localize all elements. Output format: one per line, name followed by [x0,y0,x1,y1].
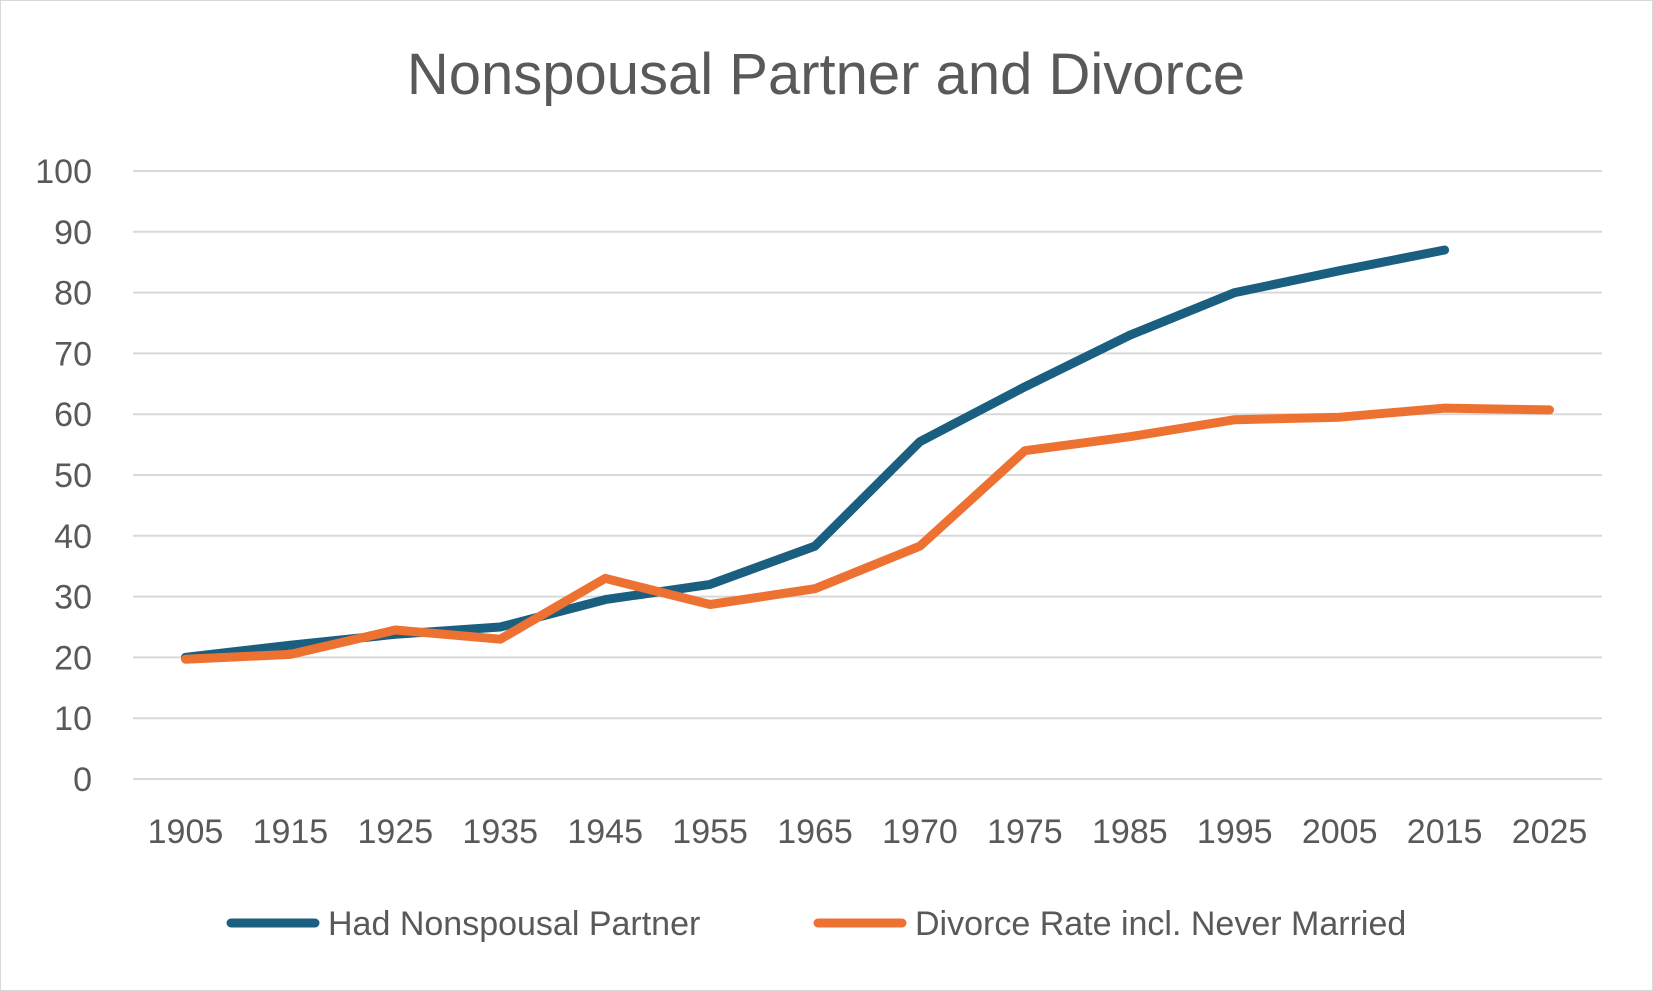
x-tick-label: 1995 [1197,813,1273,851]
x-tick-label: 1965 [777,813,853,851]
x-tick-label: 1975 [987,813,1063,851]
y-tick-label: 30 [54,579,92,617]
x-tick-label: 2025 [1512,813,1588,851]
x-tick-label: 1955 [672,813,748,851]
chart-title: Nonspousal Partner and Divorce [407,42,1245,107]
series-lines [181,245,1554,664]
x-tick-label: 1915 [253,813,329,851]
y-tick-label: 90 [54,214,92,252]
y-tick-label: 40 [54,518,92,556]
series-line-2 [181,403,1554,664]
x-tick-label: 1970 [882,813,958,851]
y-tick-label: 100 [35,153,92,191]
y-axis-tick-labels: 0 10 20 30 40 50 60 70 80 90 100 [35,153,92,799]
x-tick-label: 1935 [462,813,538,851]
x-tick-label: 2005 [1302,813,1378,851]
x-tick-label: 2015 [1407,813,1483,851]
y-tick-label: 60 [54,396,92,434]
y-tick-label: 70 [54,335,92,373]
x-tick-label: 1945 [567,813,643,851]
y-tick-label: 0 [73,761,92,799]
legend-label: Divorce Rate incl. Never Married [915,905,1406,943]
x-tick-label: 1925 [358,813,434,851]
x-tick-label: 1985 [1092,813,1168,851]
y-tick-label: 20 [54,639,92,677]
x-axis-tick-labels: 1905 1915 1925 1935 1945 1955 1965 1970 1975 1985… [148,813,1588,851]
y-tick-label: 10 [54,700,92,738]
x-tick-label: 1905 [148,813,224,851]
legend-label: Had Nonspousal Partner [328,905,700,943]
legend: Had Nonspousal Partner Divorce Rate incl.… [226,905,1406,943]
y-tick-label: 80 [54,275,92,313]
y-tick-label: 50 [54,457,92,495]
